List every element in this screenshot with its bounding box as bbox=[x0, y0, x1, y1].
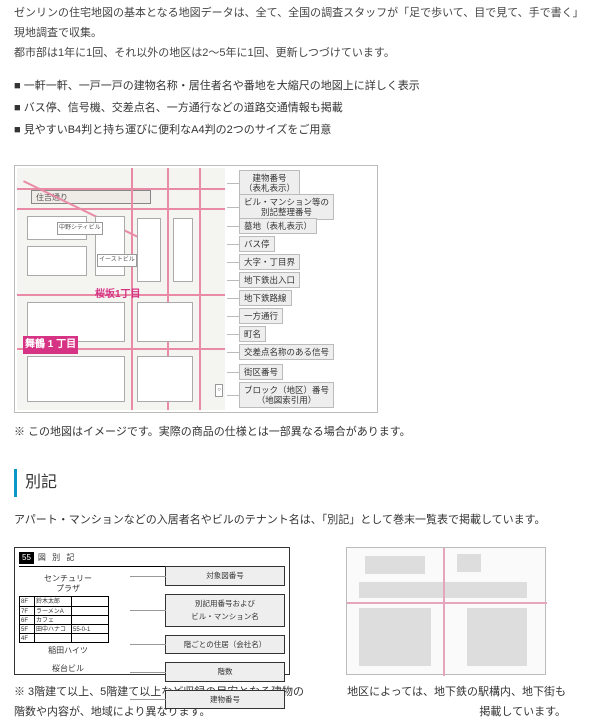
intro-line-2: 都市部は1年に1回、それ以外の地区は2～5年に1回、更新しつづけています。 bbox=[14, 44, 587, 64]
bekki-legend-item: 建物番号 bbox=[165, 690, 285, 710]
legend-item: 街区番号 bbox=[239, 364, 283, 380]
building-name: センチュリー プラザ bbox=[19, 574, 117, 593]
legend-item: ビル・マンション等の 別記整理番号 bbox=[239, 194, 334, 220]
bekki-table-image: 55 図 別 記 センチュリー プラザ 8F鈴木太郎 7FラーメンA 6Fカフェ… bbox=[14, 547, 290, 675]
building-name: 桜台ビル bbox=[19, 664, 117, 674]
legend-item: 一方通行 bbox=[239, 308, 283, 324]
bekki-title-text: 図 別 記 bbox=[38, 551, 76, 565]
intro-line-1: ゼンリンの住宅地図の基本となる地図データは、全て、全国の調査スタッフが「足で歩い… bbox=[14, 4, 587, 44]
map-figure: 住吉通り 桜坂1丁目 舞鶴 1 丁目 中野 bbox=[14, 165, 601, 413]
bekki-legend-item: 階ごとの住居（会社名） bbox=[165, 635, 285, 655]
station-figure-wrap: 地区によっては、地下鉄の駅構内、地下街も掲載しています。 bbox=[346, 547, 566, 723]
legend-item: 建物番号 （表札表示） bbox=[239, 170, 300, 196]
legend-item: 墓地（表札表示） bbox=[239, 218, 317, 234]
section-heading-bekki: 別記 bbox=[14, 469, 601, 498]
map-disclaimer: ※ この地図はイメージです。実際の商品の仕様とは一部異なる場合があります。 bbox=[14, 423, 601, 443]
legend-item: 町名 bbox=[239, 326, 266, 342]
feature-item: 見やすいB4判と持ち運びに便利なA4判の2つのサイズをご用意 bbox=[14, 121, 587, 141]
bekki-legend-item: 対象図番号 bbox=[165, 566, 285, 586]
legend-item: 大字・丁目界 bbox=[239, 254, 300, 270]
bekki-badge: 55 bbox=[19, 552, 34, 564]
bekki-legend-item: 階数 bbox=[165, 662, 285, 682]
legend-item: 交差点名称のある信号 bbox=[239, 344, 334, 360]
station-map-image bbox=[346, 547, 546, 675]
legend-item: 地下鉄路線 bbox=[239, 290, 292, 306]
legend-item: 地下鉄出入口 bbox=[239, 272, 300, 288]
feature-item: 一軒一軒、一戸一戸の建物名称・居住者名や番地を大縮尺の地図上に詳しく表示 bbox=[14, 77, 587, 97]
legend-item: バス停 bbox=[239, 236, 275, 252]
legend-item: ブロック（地区）番号 （地図索引用） bbox=[239, 382, 334, 408]
sample-map-image: 住吉通り 桜坂1丁目 舞鶴 1 丁目 中野 bbox=[17, 168, 225, 410]
feature-list: 一軒一軒、一戸一戸の建物名称・居住者名や番地を大縮尺の地図上に詳しく表示 バス停… bbox=[14, 77, 587, 140]
bekki-figure-wrap: 55 図 別 記 センチュリー プラザ 8F鈴木太郎 7FラーメンA 6Fカフェ… bbox=[14, 547, 304, 723]
intro-text: ゼンリンの住宅地図の基本となる地図データは、全て、全国の調査スタッフが「足で歩い… bbox=[0, 4, 601, 63]
bekki-legend-item: 別記用番号および ビル・マンション名 bbox=[165, 594, 285, 627]
building-name: 稲田ハイツ bbox=[19, 646, 117, 656]
feature-item: バス停、信号機、交差点名、一方通行などの道路交通情報も掲載 bbox=[14, 99, 587, 119]
district-label: 桜坂1丁目 bbox=[95, 286, 141, 304]
district-label: 舞鶴 1 丁目 bbox=[23, 336, 78, 354]
section-lead: アパート・マンションなどの入居者名やビルのテナント名は、「別記」として巻末一覧表… bbox=[14, 511, 587, 531]
station-caption: 地区によっては、地下鉄の駅構内、地下街も掲載しています。 bbox=[346, 683, 566, 723]
